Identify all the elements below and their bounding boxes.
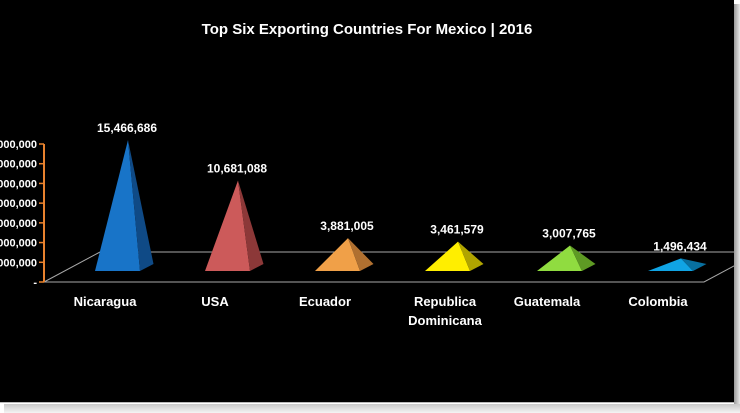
bar-side-face xyxy=(128,140,154,271)
data-label: 1,496,434 xyxy=(653,239,707,253)
y-tick-label: 2,000,000 xyxy=(0,257,37,269)
data-label: 3,881,005 xyxy=(320,219,374,233)
x-tick-label: Guatemala xyxy=(514,294,581,309)
data-label: 3,007,765 xyxy=(542,227,596,241)
bar-side-face xyxy=(681,258,707,271)
bar-front-face xyxy=(425,241,470,271)
bar-front-face xyxy=(537,245,582,271)
bar-side-face xyxy=(238,180,264,271)
x-tick-label: Republica xyxy=(414,294,477,309)
bar-front-face xyxy=(205,180,250,271)
x-axis-labels: Nicaragua USA Ecuador Republica Dominicana Gu… xyxy=(74,294,689,328)
y-tick-label: - xyxy=(33,277,37,289)
y-tick-label: 14,000,000 xyxy=(0,139,37,151)
data-label: 15,466,686 xyxy=(97,121,157,135)
data-labels: 15,466,686 10,681,088 3,881,005 3,461,579 3,… xyxy=(97,121,707,253)
bar-front-face xyxy=(648,258,693,271)
bars xyxy=(95,140,707,271)
frame-shadow-bottom xyxy=(4,404,740,413)
bar-side-face xyxy=(570,245,596,271)
chart-floor xyxy=(43,251,734,283)
bar-side-face xyxy=(458,241,484,271)
bar-side-face xyxy=(348,238,374,271)
y-tick-label: 6,000,000 xyxy=(0,218,37,230)
x-tick-label: Ecuador xyxy=(299,294,351,309)
bar-front-face xyxy=(315,238,360,271)
bar-front-face xyxy=(95,140,140,271)
y-tick-label: 10,000,000 xyxy=(0,178,37,190)
floor-plane xyxy=(43,251,734,283)
x-tick-label: USA xyxy=(201,294,229,309)
chart-title: Top Six Exporting Countries For Mexico |… xyxy=(202,21,533,38)
data-label: 3,461,579 xyxy=(430,223,484,237)
chart: Top Six Exporting Countries For Mexico |… xyxy=(0,21,734,328)
y-axis: - 2,000,000 4,000,000 6,000,000 8,000,000 10,… xyxy=(0,139,45,289)
y-tick-label: 8,000,000 xyxy=(0,198,37,210)
y-tick-label: 4,000,000 xyxy=(0,238,37,250)
x-tick-label: Dominicana xyxy=(408,313,482,328)
chart-frame: Top Six Exporting Countries For Mexico |… xyxy=(0,0,734,403)
x-tick-label: Nicaragua xyxy=(74,294,138,309)
x-tick-label: Colombia xyxy=(628,294,688,309)
data-label: 10,681,088 xyxy=(207,162,267,176)
y-tick-label: 12,000,000 xyxy=(0,159,37,171)
frame-shadow-right xyxy=(734,4,740,406)
